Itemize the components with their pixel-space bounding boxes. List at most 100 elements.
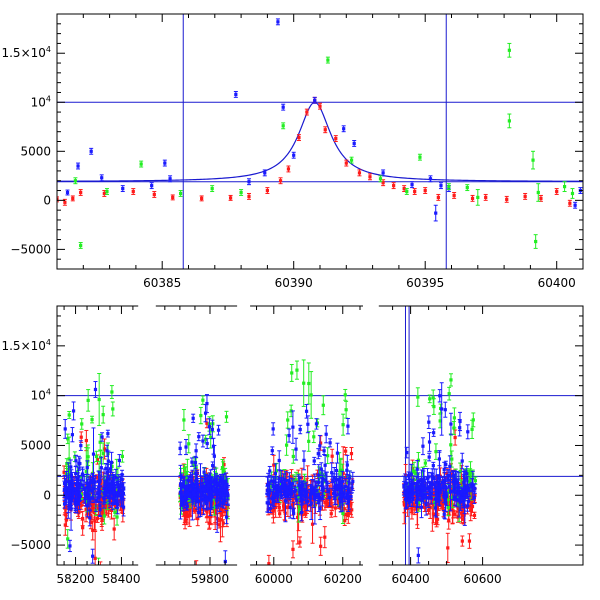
data-point <box>275 487 280 502</box>
data-point <box>93 381 98 398</box>
data-point <box>285 411 290 429</box>
data-point <box>80 468 85 482</box>
data-point <box>323 454 328 476</box>
data-point <box>443 460 448 469</box>
data-point <box>286 165 291 173</box>
data-point <box>401 475 406 496</box>
data-point <box>99 174 104 182</box>
data-point <box>312 96 317 104</box>
x-tick-label: 60000 <box>255 572 293 586</box>
data-point <box>460 452 465 470</box>
data-point <box>100 432 105 442</box>
data-point <box>345 488 350 505</box>
y-tick-label: 1.5×104 <box>1 338 51 353</box>
data-point <box>299 503 304 522</box>
data-point <box>443 401 448 418</box>
data-point <box>209 491 214 510</box>
data-point <box>213 473 218 496</box>
data-point <box>117 486 122 504</box>
data-point <box>304 404 309 419</box>
data-point <box>110 401 115 417</box>
data-point <box>446 183 451 191</box>
data-point <box>178 441 183 456</box>
data-point <box>201 482 206 498</box>
data-point <box>318 102 322 110</box>
data-point <box>168 175 173 183</box>
data-point <box>309 479 314 495</box>
data-point <box>439 382 444 436</box>
data-point <box>200 395 205 405</box>
data-point <box>357 169 362 177</box>
data-point <box>266 493 271 513</box>
data-point <box>325 447 330 465</box>
data-point <box>224 510 229 525</box>
data-point <box>420 437 425 456</box>
data-point <box>460 535 465 547</box>
data-point <box>467 533 472 549</box>
data-point <box>341 125 346 133</box>
data-point <box>90 520 95 541</box>
data-point <box>97 495 102 517</box>
data-point <box>428 488 433 499</box>
data-point <box>185 502 190 511</box>
data-point <box>216 424 221 436</box>
data-point <box>112 517 117 541</box>
data-point <box>76 162 81 170</box>
data-point <box>415 488 420 508</box>
data-point <box>507 113 512 129</box>
data-point <box>275 18 280 26</box>
data-point <box>281 122 286 130</box>
data-point <box>70 195 75 202</box>
data-point <box>472 511 477 519</box>
y-tick-label: −5000 <box>10 538 51 552</box>
data-point <box>199 195 204 202</box>
data-point <box>265 187 270 194</box>
data-point <box>339 487 344 504</box>
data-point <box>285 485 290 498</box>
data-point <box>97 372 102 427</box>
data-point <box>420 478 425 498</box>
data-point <box>321 485 326 496</box>
data-point <box>89 476 94 488</box>
data-point <box>270 446 275 455</box>
data-point <box>448 373 453 387</box>
data-point <box>101 405 106 424</box>
axis-break <box>138 304 156 308</box>
data-point <box>206 490 211 509</box>
y-tick-label: −5000 <box>10 242 51 256</box>
data-point <box>270 491 275 507</box>
data-point <box>96 557 101 565</box>
model-curve <box>57 101 583 182</box>
data-point <box>149 182 154 190</box>
data-point <box>162 159 167 167</box>
data-point <box>412 188 417 195</box>
data-point <box>107 483 112 494</box>
data-point <box>269 477 274 485</box>
data-point <box>297 536 302 548</box>
data-point <box>78 189 83 196</box>
data-point <box>70 427 75 443</box>
data-point <box>194 560 199 565</box>
data-point <box>206 474 211 497</box>
data-point <box>465 184 470 192</box>
data-point <box>335 442 340 464</box>
data-point <box>330 448 335 464</box>
data-point <box>329 509 334 518</box>
data-point <box>453 471 458 491</box>
data-point <box>204 394 209 414</box>
data-point <box>333 135 338 142</box>
data-point <box>67 481 72 491</box>
data-point <box>187 490 192 499</box>
data-point <box>266 554 271 565</box>
data-point <box>438 483 443 502</box>
data-point <box>178 190 183 197</box>
data-point <box>344 508 349 521</box>
data-point <box>459 494 464 502</box>
data-point <box>433 443 438 460</box>
data-point <box>211 478 216 486</box>
data-point <box>203 473 208 483</box>
data-point <box>438 182 443 190</box>
data-point <box>554 188 559 195</box>
data-point <box>68 479 73 497</box>
